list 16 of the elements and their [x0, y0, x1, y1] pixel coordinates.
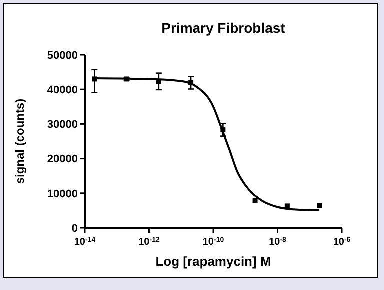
y-axis-title: signal (counts) — [13, 98, 27, 184]
x-tick-label: 10$^{-12}$ — [138, 236, 160, 248]
y-tick-label: 50000 — [47, 50, 78, 62]
y-tick-label: 20000 — [47, 154, 78, 166]
point — [317, 203, 322, 208]
point — [252, 198, 258, 204]
y-tick-label: 30000 — [47, 119, 78, 132]
x-tick-label: 10$^{-8}$ — [269, 236, 287, 248]
x-tick-label: 10$^{-14}$ — [74, 236, 96, 248]
y-tick-label: 0 — [72, 222, 78, 235]
x-axis-title: Log [rapamycin] M — [156, 254, 272, 269]
x-tick-label: 10$^{-6}$ — [333, 236, 351, 248]
y-tick-label: 10000 — [47, 188, 78, 200]
y-tick-label: 40000 — [47, 84, 78, 96]
x-tick-label: 10$^{-10}$ — [202, 236, 224, 248]
chart-title: Primary Fibroblast — [162, 20, 286, 36]
